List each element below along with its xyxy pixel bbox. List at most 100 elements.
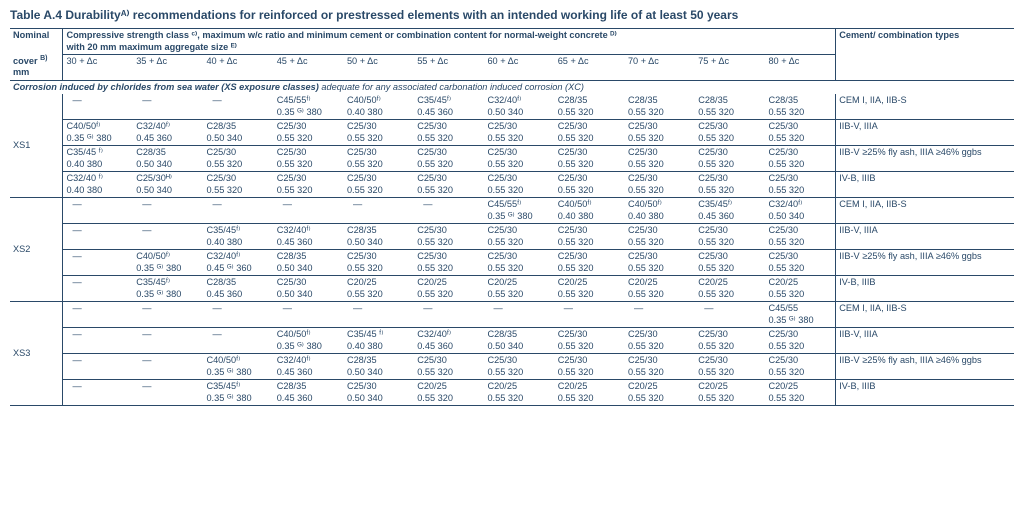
- cell-XS1-0-3: C45/55ᶠ⁾0.35 ᴳ⁾ 380: [274, 94, 344, 120]
- cell-XS1-3-2: C25/300.55 320: [203, 172, 273, 198]
- cell-XS2-1-9: C25/300.55 320: [695, 224, 765, 250]
- cell-XS2-0-4: —: [344, 198, 414, 224]
- cell-XS3-2-6: C25/300.55 320: [484, 354, 554, 380]
- hdr-col-0: 30 + Δc: [63, 55, 133, 81]
- cement-XS1-3: IV-B, IIIB: [836, 172, 1014, 198]
- cell-XS3-3-5: C20/250.55 320: [414, 380, 484, 406]
- cell-XS2-3-0: —: [63, 276, 133, 302]
- cell-XS2-3-7: C20/250.55 320: [555, 276, 625, 302]
- hdr-col-2: 40 + Δc: [203, 55, 273, 81]
- cell-XS2-2-1: C40/50ᶠ⁾0.35 ᴳ⁾ 380: [133, 250, 203, 276]
- hdr-main: Compressive strength class ᶜ⁾, maximum w…: [63, 29, 836, 55]
- cell-XS3-1-2: —: [203, 328, 273, 354]
- cell-XS3-1-6: C28/350.50 340: [484, 328, 554, 354]
- cell-XS1-1-2: C28/350.50 340: [203, 120, 273, 146]
- cell-XS1-3-7: C25/300.55 320: [555, 172, 625, 198]
- cell-XS1-0-1: —: [133, 94, 203, 120]
- cell-XS3-1-3: C40/50ᶠ⁾0.35 ᴳ⁾ 380: [274, 328, 344, 354]
- hdr-col-9: 75 + Δc: [695, 55, 765, 81]
- cell-XS2-3-9: C20/250.55 320: [695, 276, 765, 302]
- cell-XS3-3-1: —: [133, 380, 203, 406]
- cell-XS1-3-10: C25/300.55 320: [765, 172, 835, 198]
- cell-XS3-0-8: —: [625, 302, 695, 328]
- cell-XS2-2-7: C25/300.55 320: [555, 250, 625, 276]
- cement-XS3-2: IIB-V ≥25% fly ash, IIIA ≥46% ggbs: [836, 354, 1014, 380]
- cell-XS1-3-1: C25/30ᴴ⁾0.50 340: [133, 172, 203, 198]
- cell-XS3-2-1: —: [133, 354, 203, 380]
- cell-XS1-3-6: C25/300.55 320: [484, 172, 554, 198]
- hdr-col-6: 60 + Δc: [484, 55, 554, 81]
- cell-XS3-0-0: —: [63, 302, 133, 328]
- cell-XS2-3-8: C20/250.55 320: [625, 276, 695, 302]
- cell-XS2-1-5: C25/300.55 320: [414, 224, 484, 250]
- cell-XS2-3-2: C28/350.45 360: [203, 276, 273, 302]
- cement-XS3-1: IIB-V, IIIA: [836, 328, 1014, 354]
- cell-XS2-1-8: C25/300.55 320: [625, 224, 695, 250]
- cell-XS1-1-5: C25/300.55 320: [414, 120, 484, 146]
- cell-XS2-1-6: C25/300.55 320: [484, 224, 554, 250]
- cell-XS2-0-9: C35/45ᶠ⁾0.45 360: [695, 198, 765, 224]
- cell-XS1-0-9: C28/350.55 320: [695, 94, 765, 120]
- cement-XS2-0: CEM I, IIA, IIB-S: [836, 198, 1014, 224]
- hdr-col-5: 55 + Δc: [414, 55, 484, 81]
- cell-XS2-3-5: C20/250.55 320: [414, 276, 484, 302]
- cell-XS1-2-1: C28/350.50 340: [133, 146, 203, 172]
- cell-XS1-1-10: C25/300.55 320: [765, 120, 835, 146]
- cell-XS2-3-1: C35/45ᶠ⁾0.35 ᴳ⁾ 380: [133, 276, 203, 302]
- cell-XS3-1-1: —: [133, 328, 203, 354]
- cell-XS1-0-6: C32/40ᶠ⁾0.50 340: [484, 94, 554, 120]
- cell-XS1-1-1: C32/40ᶠ⁾0.45 360: [133, 120, 203, 146]
- subheading: Corrosion induced by chlorides from sea …: [10, 80, 1014, 94]
- cell-XS2-2-0: —: [63, 250, 133, 276]
- cell-XS3-1-0: —: [63, 328, 133, 354]
- cell-XS1-1-9: C25/300.55 320: [695, 120, 765, 146]
- hdr-col-3: 45 + Δc: [274, 55, 344, 81]
- cell-XS3-1-4: C35/45 ᶠ⁾0.40 380: [344, 328, 414, 354]
- cell-XS2-1-4: C28/350.50 340: [344, 224, 414, 250]
- cell-XS3-0-10: C45/550.35 ᴳ⁾ 380: [765, 302, 835, 328]
- cell-XS1-3-8: C25/300.55 320: [625, 172, 695, 198]
- cell-XS3-3-4: C25/300.50 340: [344, 380, 414, 406]
- cell-XS3-0-7: —: [555, 302, 625, 328]
- cell-XS2-3-6: C20/250.55 320: [484, 276, 554, 302]
- cell-XS1-0-8: C28/350.55 320: [625, 94, 695, 120]
- cell-XS2-3-10: C20/250.55 320: [765, 276, 835, 302]
- cell-XS1-3-3: C25/300.55 320: [274, 172, 344, 198]
- cell-XS2-2-2: C32/40ᶠ⁾0.45 ᴳ⁾ 360: [203, 250, 273, 276]
- cell-XS2-0-8: C40/50ᶠ⁾0.40 380: [625, 198, 695, 224]
- cell-XS1-1-0: C40/50ᶠ⁾0.35 ᴳ⁾ 380: [63, 120, 133, 146]
- cell-XS2-1-0: —: [63, 224, 133, 250]
- cell-XS3-3-8: C20/250.55 320: [625, 380, 695, 406]
- cement-XS3-3: IV-B, IIIB: [836, 380, 1014, 406]
- cell-XS2-1-3: C32/40ᶠ⁾0.45 360: [274, 224, 344, 250]
- cell-XS1-3-0: C32/40 ᶠ⁾0.40 380: [63, 172, 133, 198]
- cell-XS1-0-10: C28/350.55 320: [765, 94, 835, 120]
- group-code-XS2: XS2: [10, 198, 63, 302]
- cell-XS1-2-5: C25/300.55 320: [414, 146, 484, 172]
- cell-XS1-3-5: C25/300.55 320: [414, 172, 484, 198]
- cell-XS2-1-2: C35/45ᶠ⁾0.40 380: [203, 224, 273, 250]
- cell-XS2-2-9: C25/300.55 320: [695, 250, 765, 276]
- cell-XS3-2-3: C32/40ᶠ⁾0.45 360: [274, 354, 344, 380]
- group-code-XS1: XS1: [10, 94, 63, 198]
- cell-XS1-2-6: C25/300.55 320: [484, 146, 554, 172]
- cell-XS3-2-0: —: [63, 354, 133, 380]
- cell-XS1-2-9: C25/300.55 320: [695, 146, 765, 172]
- cell-XS2-3-3: C25/300.50 340: [274, 276, 344, 302]
- cell-XS3-1-5: C32/40ᶠ⁾0.45 360: [414, 328, 484, 354]
- cell-XS2-1-10: C25/300.55 320: [765, 224, 835, 250]
- cell-XS2-0-0: —: [63, 198, 133, 224]
- cell-XS2-0-6: C45/55ᶠ⁾0.35 ᴳ⁾ 380: [484, 198, 554, 224]
- hdr-nominal-unit: cover B)mm: [10, 55, 63, 81]
- cell-XS2-0-10: C32/40ᶠ⁾0.50 340: [765, 198, 835, 224]
- cement-XS3-0: CEM I, IIA, IIB-S: [836, 302, 1014, 328]
- hdr-nominal: Nominal: [10, 29, 63, 55]
- cell-XS1-2-8: C25/300.55 320: [625, 146, 695, 172]
- cell-XS3-0-5: —: [414, 302, 484, 328]
- cell-XS3-2-4: C28/350.50 340: [344, 354, 414, 380]
- cell-XS3-3-2: C35/45ᶠ⁾0.35 ᴳ⁾ 380: [203, 380, 273, 406]
- cell-XS3-0-2: —: [203, 302, 273, 328]
- hdr-col-4: 50 + Δc: [344, 55, 414, 81]
- cell-XS2-0-7: C40/50ᶠ⁾0.40 380: [555, 198, 625, 224]
- cell-XS2-0-3: —: [274, 198, 344, 224]
